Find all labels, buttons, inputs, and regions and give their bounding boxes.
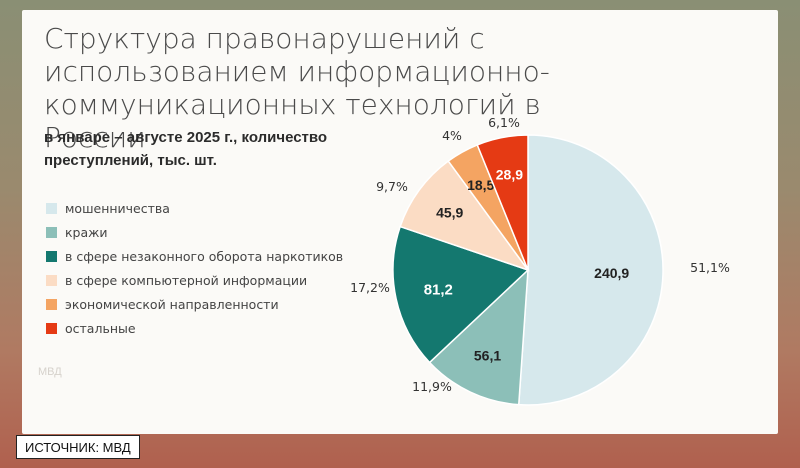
legend-label: экономической направленности: [65, 296, 279, 312]
watermark: МВД: [38, 366, 62, 378]
legend-label: в сфере незаконного оборота наркотиков: [65, 248, 344, 264]
slice-value-label: 45,9: [436, 205, 463, 221]
legend-item: кражи: [46, 220, 343, 244]
legend-label: остальные: [65, 320, 136, 336]
legend-swatch: [46, 202, 57, 214]
chart-subtitle: в январе – августе 2025 г., количество п…: [44, 129, 328, 169]
pie-slice: [476, 134, 529, 271]
slice-percent-label: 4%: [442, 128, 462, 143]
legend-swatch: [46, 298, 57, 310]
legend-label: в сфере компьютерной информации: [65, 272, 308, 288]
chart-legend: мошенничества кражи в сфере незаконного об…: [46, 196, 343, 340]
legend-item: в сфере незаконного оборота наркотиков: [46, 244, 343, 268]
slice-value-label: 18,5: [467, 177, 494, 193]
slice-percent-label: 17,2%: [350, 280, 390, 295]
legend-label: мошенничества: [65, 200, 170, 216]
slice-percent-label: 9,7%: [376, 179, 408, 194]
slice-percent-label: 51,1%: [690, 260, 730, 275]
chart-title: Структура правонарушений с использование…: [44, 22, 550, 154]
legend-item: экономической направленности: [46, 292, 343, 316]
slice-percent-label: 11,9%: [412, 379, 452, 394]
pie-slice: [399, 160, 531, 272]
legend-swatch: [46, 274, 57, 286]
legend-label: кражи: [65, 224, 108, 240]
legend-swatch: [46, 250, 57, 262]
slice-value-label: 56,1: [474, 347, 501, 363]
source-label: ИСТОЧНИК: МВД: [16, 435, 140, 459]
legend-item: остальные: [46, 316, 343, 340]
slice-value-label: 28,9: [496, 167, 523, 183]
legend-swatch: [46, 226, 57, 238]
pie-slice: [392, 225, 530, 364]
slice-value-label: 240,9: [594, 265, 629, 281]
pie-slice: [517, 134, 664, 406]
slice-value-label: 81,2: [424, 282, 453, 299]
legend-item: мошенничества: [46, 196, 343, 220]
slice-percent-label: 6,1%: [488, 115, 520, 130]
legend-item: в сфере компьютерной информации: [46, 268, 343, 292]
legend-swatch: [46, 322, 57, 334]
pie-slice: [428, 268, 529, 406]
